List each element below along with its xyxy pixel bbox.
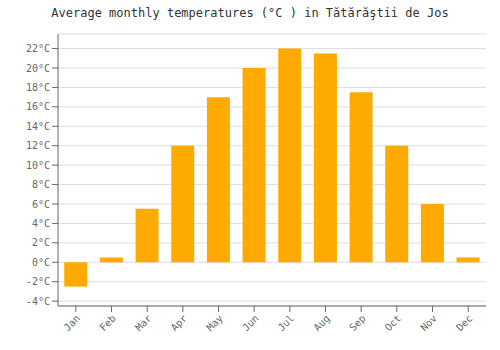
svg-text:Oct: Oct [383,313,404,334]
svg-text:May: May [204,313,225,334]
svg-text:Jun: Jun [240,313,261,334]
svg-text:22°C: 22°C [26,43,50,54]
svg-text:Aug: Aug [311,313,332,334]
svg-text:4°C: 4°C [32,218,50,229]
svg-text:0°C: 0°C [32,257,50,268]
svg-text:-4°C: -4°C [26,296,50,307]
svg-text:Jan: Jan [62,313,83,334]
html-text:Average monthly temperatures (: Average monthly temperatures (°C ) in Tă… [51,6,449,20]
svg-text:8°C: 8°C [32,179,50,190]
svg-text:Mar: Mar [133,313,154,334]
svg-text:Feb: Feb [97,313,118,334]
svg-text:-2°C: -2°C [26,276,50,287]
svg-text:14°C: 14°C [26,121,50,132]
svg-text:10°C: 10°C [26,160,50,171]
svg-text:16°C: 16°C [26,101,50,112]
svg-text:18°C: 18°C [26,82,50,93]
svg-text:Nov: Nov [418,313,439,334]
svg-text:6°C: 6°C [32,199,50,210]
svg-text:12°C: 12°C [26,140,50,151]
svg-text:Jul: Jul [276,313,297,334]
svg-text:2°C: 2°C [32,237,50,248]
svg-text:20°C: 20°C [26,63,50,74]
svg-text:Sep: Sep [347,313,368,334]
svg-text:Apr: Apr [169,313,190,334]
svg-text:Dec: Dec [454,313,475,334]
